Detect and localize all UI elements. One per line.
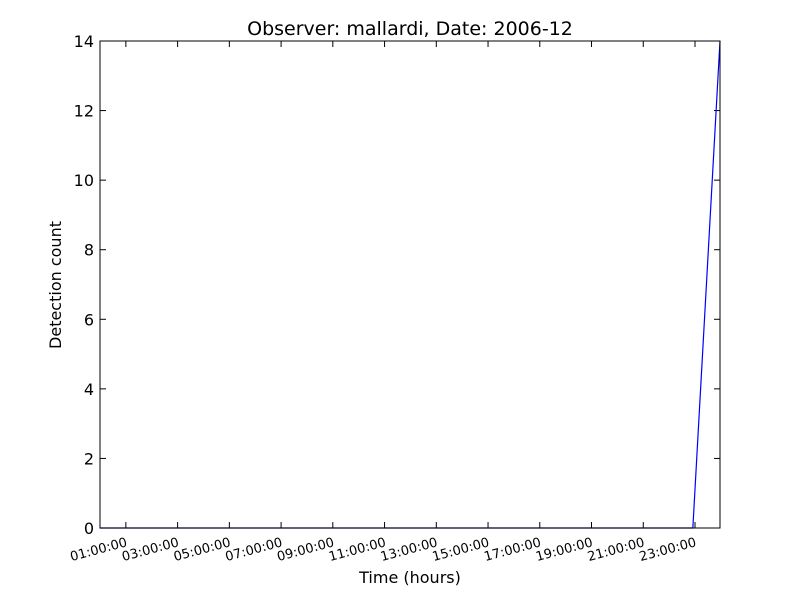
- y-tick-label: 2: [84, 449, 94, 468]
- plot-frame: [99, 40, 721, 529]
- y-tick-label: 12: [74, 102, 94, 121]
- axis-ticks: [100, 40, 720, 529]
- y-axis-label: Detection count: [46, 221, 65, 349]
- y-tick-label: 0: [84, 519, 94, 538]
- tick-labels: 0246810121401:00:0003:00:0005:00:0007:00…: [69, 32, 698, 565]
- series-line: [100, 40, 721, 529]
- y-tick-label: 10: [74, 171, 94, 190]
- y-tick-label: 14: [74, 32, 94, 51]
- x-tick-label: 23:00:00: [638, 535, 698, 565]
- y-tick-label: 6: [84, 310, 94, 329]
- chart-title: Observer: mallardi, Date: 2006-12: [247, 18, 573, 40]
- x-axis-label: Time (hours): [358, 568, 461, 587]
- plot-lines: [100, 40, 721, 529]
- y-tick-label: 4: [84, 380, 94, 399]
- y-tick-label: 8: [84, 241, 94, 260]
